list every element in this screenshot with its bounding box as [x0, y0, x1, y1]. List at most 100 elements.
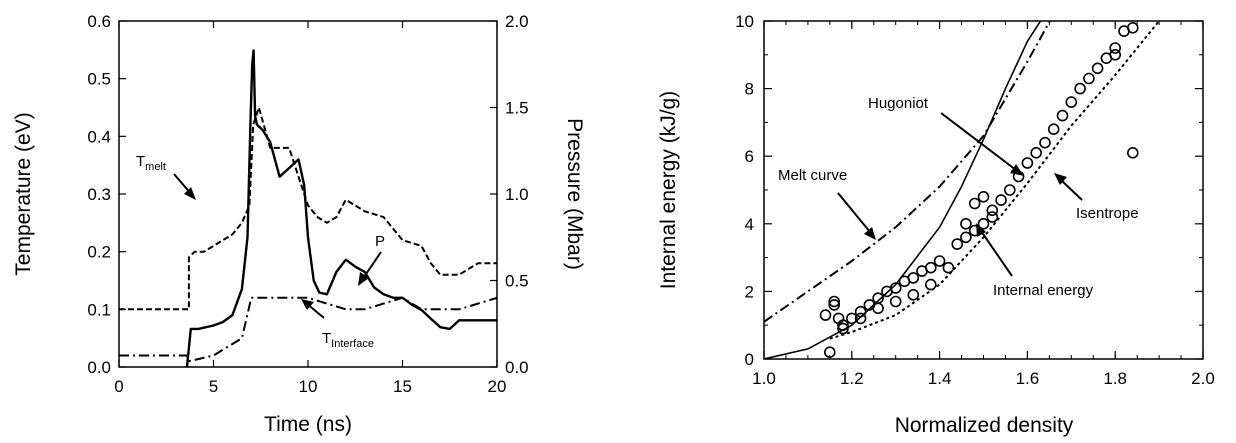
internal-energy-point — [907, 272, 920, 284]
left-xtick-label: 10 — [299, 377, 318, 396]
internal-energy-point — [1091, 62, 1104, 75]
arrow-hugoniot — [940, 112, 1024, 176]
internal-energy-point — [837, 319, 849, 332]
internal-energy-point — [1127, 21, 1139, 34]
internal-energy-point — [960, 218, 972, 230]
right-ytick-label: 10 — [735, 12, 754, 31]
internal-energy-point — [1056, 109, 1069, 122]
left-xtick-label: 5 — [209, 377, 218, 396]
left-ytick-label: 0.4 — [87, 127, 111, 146]
internal-energy-point — [1021, 157, 1034, 169]
internal-energy-point — [854, 312, 867, 325]
left-ytick-label: 0.3 — [87, 185, 111, 204]
left-xtick-label: 20 — [488, 377, 507, 396]
left-series-line-0 — [119, 106, 497, 311]
internal-energy-point — [924, 261, 937, 274]
internal-energy-point — [828, 299, 841, 311]
arrow-tmelt — [173, 173, 196, 200]
right-ytick-label: 6 — [745, 147, 754, 166]
right-xtick-label: 2.0 — [1191, 369, 1215, 388]
annotation-p: P — [375, 233, 385, 250]
internal-energy-point — [1109, 42, 1121, 54]
internal-energy-point — [907, 288, 920, 301]
internal-energy-point — [977, 191, 990, 203]
left-y2tick-label: 1.5 — [505, 99, 529, 118]
left-ytick-label: 0.1 — [87, 300, 111, 319]
left-plot-frame — [118, 20, 498, 368]
left-ytick-label: 0.5 — [87, 70, 111, 89]
internal-energy-point — [1003, 184, 1016, 196]
internal-energy-point — [933, 255, 946, 267]
right-xtick-label: 1.4 — [928, 369, 952, 388]
internal-energy-point — [995, 194, 1007, 206]
annotation-hugoniot: Hugoniot — [868, 95, 929, 112]
left-y2tick-label: 2.0 — [505, 12, 529, 31]
annotation-tmelt-sub: melt — [145, 161, 166, 173]
right-series-line-0 — [764, 21, 1042, 359]
internal-energy-point — [1127, 147, 1139, 159]
right-xtick-label: 1.6 — [1016, 369, 1040, 388]
annotation-tinterface: TInterface — [322, 330, 374, 350]
internal-energy-point — [819, 309, 832, 321]
internal-energy-point — [1109, 48, 1121, 61]
internal-energy-point — [1065, 96, 1078, 108]
internal-energy-point — [1047, 123, 1060, 135]
internal-energy-point — [977, 218, 990, 230]
internal-energy-point — [837, 322, 849, 335]
internal-energy-point — [854, 305, 867, 318]
internal-energy-point — [942, 261, 955, 274]
right-ytick-label: 2 — [745, 282, 754, 301]
internal-energy-point — [1074, 82, 1086, 95]
internal-energy-point — [986, 211, 999, 223]
left-y2tick-label: 0.5 — [505, 272, 529, 291]
right-xtick-label: 1.8 — [1103, 369, 1127, 388]
left-xtick-label: 15 — [393, 377, 412, 396]
arrow-internal-energy — [976, 223, 1013, 277]
left-y2tick-label: 1.0 — [505, 185, 529, 204]
right-ytick-label: 0 — [745, 350, 754, 369]
right-series-line-1 — [764, 21, 1052, 323]
left-y2tick-label: 0.0 — [505, 358, 529, 377]
annotation-tmelt: Tmelt — [136, 153, 166, 173]
right-ylabel: Internal energy (kJ/g) — [657, 91, 680, 289]
arrow-p — [358, 251, 382, 286]
internal-energy-point — [986, 204, 999, 217]
left-ticks: 0 5 10 15 200.00.10.20.30.40.50.60.00.51.01.… — [87, 12, 528, 396]
internal-energy-point — [889, 295, 902, 308]
right-ticks: 1.0 1.2 1.4 1.6 1.8 2.0 0 2 4 6 8 10 — [735, 12, 1215, 388]
internal-energy-point — [1083, 72, 1095, 85]
arrow-isentrope — [1054, 173, 1083, 201]
right-ytick-label: 8 — [745, 80, 754, 99]
right-xtick-label: 1.2 — [840, 369, 864, 388]
internal-energy-point — [1030, 147, 1042, 159]
right-xtick-label: 1.0 — [752, 369, 776, 388]
annotation-tmelt-main: T — [136, 153, 145, 170]
annotation-isentrope: Isentrope — [1076, 205, 1139, 222]
internal-energy-point — [924, 278, 937, 291]
annotation-tinterface-sub: Interface — [331, 338, 374, 350]
left-series — [119, 49, 498, 368]
arrow-melt-curve — [837, 192, 876, 240]
internal-energy-point — [889, 282, 902, 294]
annotation-internal-energy: Internal energy — [993, 282, 1094, 299]
left-xlabel: Time (ns) — [264, 413, 352, 436]
annotation-melt-curve: Melt curve — [778, 167, 847, 184]
left-ytick-label: 0.2 — [87, 243, 111, 262]
internal-energy-point — [845, 312, 858, 325]
left-xtick-label: 0 — [114, 377, 123, 396]
internal-energy-point — [951, 238, 964, 250]
left-ytick-label: 0.6 — [87, 12, 111, 31]
right-series-line-2 — [829, 21, 1160, 340]
right-chart: 1.0 1.2 1.4 1.6 1.8 2.0 0 2 4 6 8 10 Normalized den… — [657, 12, 1215, 437]
right-xlabel: Normalized density — [895, 414, 1074, 437]
left-series-line-2 — [119, 296, 498, 363]
annotation-tinterface-main: T — [322, 330, 331, 347]
internal-energy-point — [823, 346, 836, 359]
internal-energy-point — [872, 302, 884, 315]
internal-energy-point — [828, 295, 841, 308]
right-series — [764, 21, 1160, 359]
internal-energy-point — [960, 231, 972, 244]
left-chart: 0 5 10 15 200.00.10.20.30.40.50.60.00.51.01.… — [12, 12, 586, 436]
left-y2label: Pressure (Mbar) — [563, 118, 586, 270]
